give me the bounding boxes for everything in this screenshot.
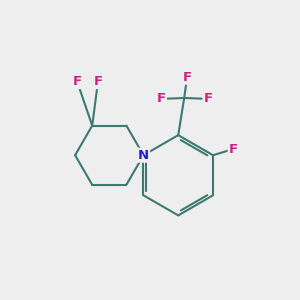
Text: F: F (157, 92, 166, 105)
Text: N: N (138, 149, 149, 162)
Text: F: F (73, 75, 82, 88)
Text: F: F (93, 75, 103, 88)
Text: F: F (229, 142, 238, 156)
Text: F: F (203, 92, 212, 105)
Text: F: F (183, 71, 192, 84)
